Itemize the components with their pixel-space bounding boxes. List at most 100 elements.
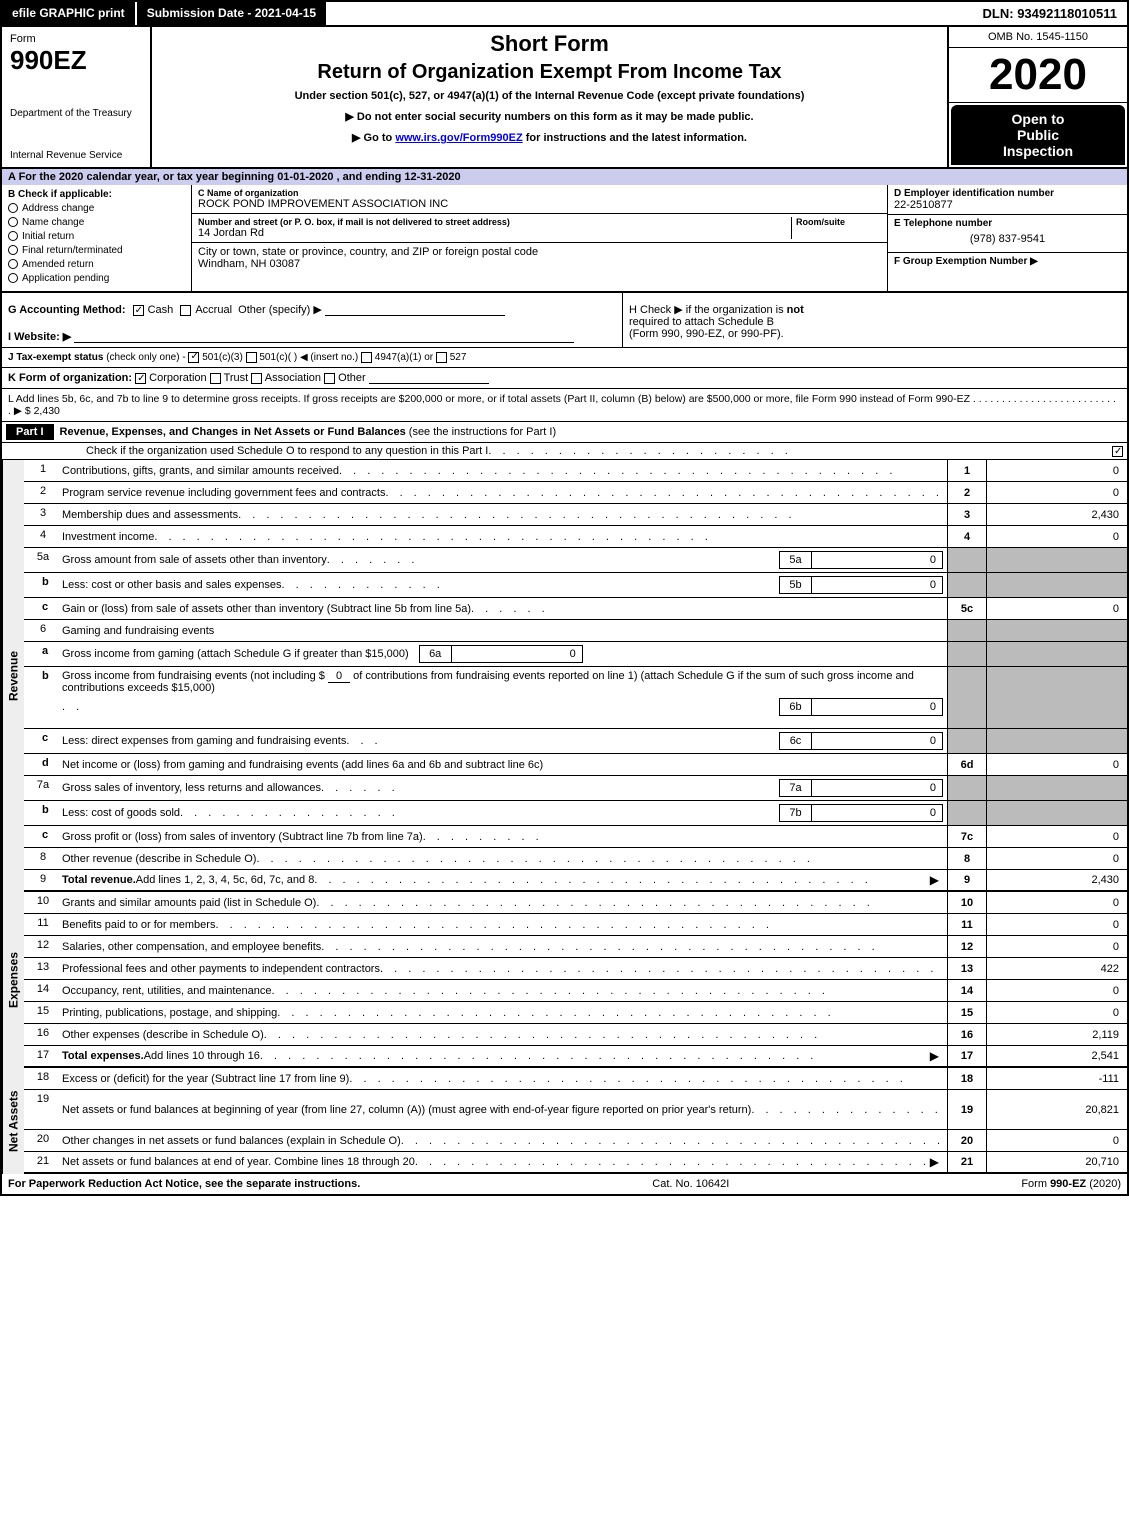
chk-other-org[interactable] <box>324 373 335 384</box>
chk-address-change[interactable]: Address change <box>8 203 185 214</box>
line-11: 11 Benefits paid to or for members. . . … <box>24 914 1127 936</box>
ln5a-amt-shaded <box>987 548 1127 572</box>
ln11-num: 11 <box>24 914 62 935</box>
ln7a-subbox: 7a 0 <box>779 779 943 797</box>
ln17-box: 17 <box>947 1046 987 1066</box>
line-19: 19 Net assets or fund balances at beginn… <box>24 1090 1127 1130</box>
ln6b-num: b <box>24 667 62 728</box>
line-6: 6 Gaming and fundraising events <box>24 620 1127 642</box>
ln6c-sb-label: 6c <box>780 733 812 749</box>
expenses-body: 10 Grants and similar amounts paid (list… <box>24 892 1127 1068</box>
ln18-box: 18 <box>947 1068 987 1089</box>
ln21-num: 21 <box>24 1152 62 1172</box>
ln6d-desc: Net income or (loss) from gaming and fun… <box>62 754 947 775</box>
ln6c-sb-val: 0 <box>812 733 942 749</box>
ln15-amt: 0 <box>987 1002 1127 1023</box>
chk-amended-return[interactable]: Amended return <box>8 259 185 270</box>
i-label: I Website: ▶ <box>8 331 71 343</box>
ln7a-num: 7a <box>24 776 62 800</box>
line-2: 2 Program service revenue including gove… <box>24 482 1127 504</box>
line-6d: d Net income or (loss) from gaming and f… <box>24 754 1127 776</box>
website-line[interactable] <box>74 331 574 343</box>
dept-irs: Internal Revenue Service <box>10 150 142 161</box>
ln5b-amt-shaded <box>987 573 1127 597</box>
line-7a: 7a Gross sales of inventory, less return… <box>24 776 1127 801</box>
ln4-desc: Investment income. . . . . . . . . . . .… <box>62 526 947 547</box>
header-left: Form 990EZ Department of the Treasury In… <box>2 27 152 167</box>
line-5c: c Gain or (loss) from sale of assets oth… <box>24 598 1127 620</box>
chk-trust[interactable] <box>210 373 221 384</box>
ln7b-subbox: 7b 0 <box>779 804 943 822</box>
header-row: Form 990EZ Department of the Treasury In… <box>2 27 1127 169</box>
chk-corporation[interactable] <box>135 373 146 384</box>
j-label: J Tax-exempt status <box>8 352 103 363</box>
col-b-head: B Check if applicable: <box>8 189 185 200</box>
chk-schedule-o-part1[interactable] <box>1112 446 1123 457</box>
chk-501c3[interactable] <box>188 352 199 363</box>
part1-check-row: Check if the organization used Schedule … <box>2 443 1127 460</box>
ln3-num: 3 <box>24 504 62 525</box>
ln6d-box: 6d <box>947 754 987 775</box>
opt-501c3: 501(c)(3) <box>202 352 243 363</box>
ln7a-sb-label: 7a <box>780 780 812 796</box>
chk-accrual[interactable] <box>180 305 191 316</box>
box-org-name: C Name of organization ROCK POND IMPROVE… <box>192 185 887 214</box>
chk-initial-return[interactable]: Initial return <box>8 231 185 242</box>
ln5b-sb-label: 5b <box>780 577 812 593</box>
city-value: Windham, NH 03087 <box>198 258 881 270</box>
ln15-box: 15 <box>947 1002 987 1023</box>
arrow-right-icon: ▶ <box>930 1049 939 1063</box>
h-forms: (Form 990, 990-EZ, or 990-PF). <box>629 328 1121 340</box>
netassets-side-label: Net Assets <box>2 1068 24 1174</box>
chk-association[interactable] <box>251 373 262 384</box>
dln-label: DLN: 93492118010511 <box>973 2 1127 25</box>
page-footer: For Paperwork Reduction Act Notice, see … <box>2 1174 1127 1194</box>
chk-527[interactable] <box>436 352 447 363</box>
ln13-desc: Professional fees and other payments to … <box>62 958 947 979</box>
footer-catno: Cat. No. 10642I <box>360 1178 1021 1190</box>
ln11-desc: Benefits paid to or for members. . . . .… <box>62 914 947 935</box>
ln16-desc: Other expenses (describe in Schedule O).… <box>62 1024 947 1045</box>
submission-date-button[interactable]: Submission Date - 2021-04-15 <box>137 2 328 25</box>
irs-link[interactable]: www.irs.gov/Form990EZ <box>395 132 522 144</box>
open-line2: Public <box>955 127 1121 143</box>
footer-right: Form 990-EZ (2020) <box>1021 1178 1121 1190</box>
part1-title: Revenue, Expenses, and Changes in Net As… <box>54 426 557 438</box>
accrual-label: Accrual <box>195 304 232 316</box>
other-org-line[interactable] <box>369 372 489 384</box>
form-label: Form <box>10 33 142 45</box>
line-15: 15 Printing, publications, postage, and … <box>24 1002 1127 1024</box>
ln21-desc: Net assets or fund balances at end of ye… <box>62 1152 947 1172</box>
goto-note: ▶ Go to www.irs.gov/Form990EZ for instru… <box>162 131 937 144</box>
ln6b-sb-label: 6b <box>780 699 812 715</box>
footer-form-pre: Form <box>1021 1178 1050 1190</box>
efile-print-button[interactable]: efile GRAPHIC print <box>2 2 137 25</box>
ln8-desc: Other revenue (describe in Schedule O). … <box>62 848 947 869</box>
ln7a-sb-val: 0 <box>812 780 942 796</box>
chk-final-return[interactable]: Final return/terminated <box>8 245 185 256</box>
ln12-amt: 0 <box>987 936 1127 957</box>
chk-4947[interactable] <box>361 352 372 363</box>
chk-name-change[interactable]: Name change <box>8 217 185 228</box>
ln6c-num: c <box>24 729 62 753</box>
ln6c-box-shaded <box>947 729 987 753</box>
header-right: OMB No. 1545-1150 2020 Open to Public In… <box>947 27 1127 167</box>
chk-501c[interactable] <box>246 352 257 363</box>
ln16-box: 16 <box>947 1024 987 1045</box>
open-public-badge: Open to Public Inspection <box>951 105 1125 165</box>
col-h-schedule-b: H Check ▶ if the organization is not req… <box>622 293 1127 347</box>
return-title: Return of Organization Exempt From Incom… <box>162 61 937 84</box>
insert-no: ◀ (insert no.) <box>300 352 358 363</box>
ln6a-sb-label: 6a <box>420 646 452 662</box>
ln5c-box: 5c <box>947 598 987 619</box>
top-bar: efile GRAPHIC print Submission Date - 20… <box>2 2 1127 27</box>
part1-dots: . . . . . . . . . . . . . . . . . . . . … <box>488 445 1112 457</box>
tel-label: E Telephone number <box>894 218 1121 229</box>
ln21-box: 21 <box>947 1152 987 1172</box>
ln7a-desc: Gross sales of inventory, less returns a… <box>62 776 947 800</box>
chk-cash[interactable] <box>133 305 144 316</box>
chk-application-pending[interactable]: Application pending <box>8 273 185 284</box>
other-specify-line[interactable] <box>325 304 505 316</box>
ln6a-desc: Gross income from gaming (attach Schedul… <box>62 642 947 666</box>
opt-other: Other <box>338 372 366 384</box>
